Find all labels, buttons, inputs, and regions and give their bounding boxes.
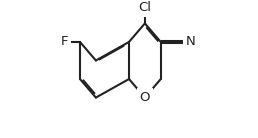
Text: O: O — [140, 91, 150, 104]
Text: N: N — [186, 35, 196, 48]
Text: F: F — [61, 35, 69, 48]
Text: Cl: Cl — [138, 1, 151, 14]
